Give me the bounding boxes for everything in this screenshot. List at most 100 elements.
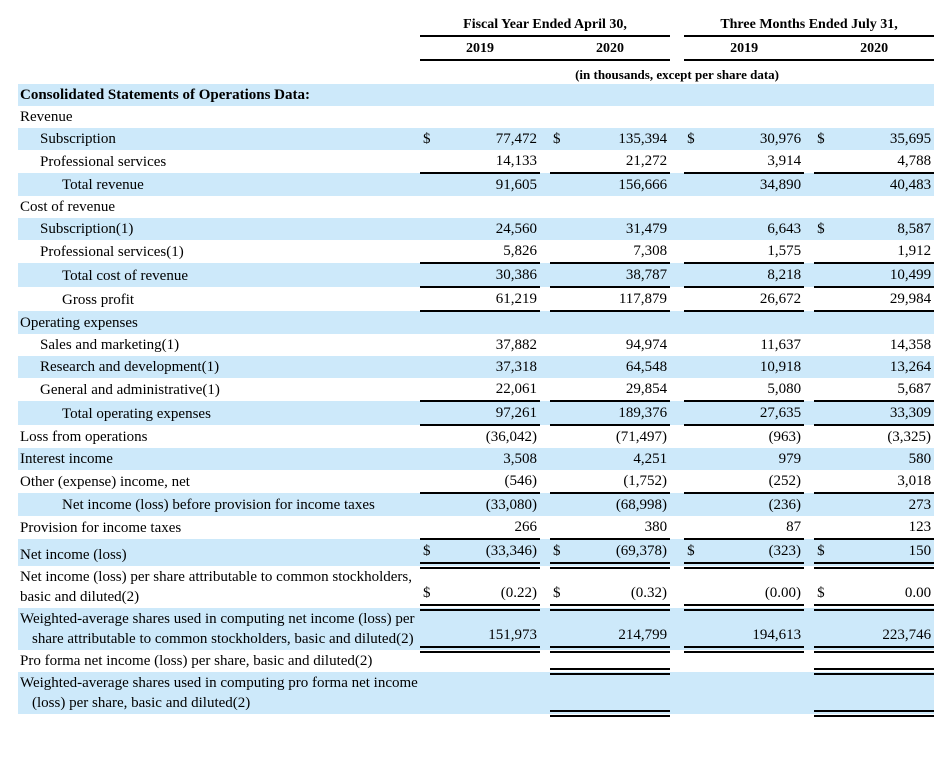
currency-symbol [550, 516, 574, 540]
column-gap [670, 334, 684, 356]
column-gap [804, 470, 814, 493]
column-gap [670, 150, 684, 173]
currency-symbol [814, 356, 839, 378]
cell-value: (546) [444, 470, 540, 494]
cell-value: (236) [708, 493, 805, 516]
currency-symbol [550, 671, 574, 717]
table-row: Operating expenses [18, 311, 935, 334]
row-label: Interest income [18, 448, 420, 470]
currency-symbol [420, 150, 444, 174]
row-label: Professional services [40, 154, 167, 170]
currency-symbol: $ [420, 539, 444, 569]
row-label: Cost of revenue [20, 199, 115, 215]
cell-value: (3,325) [887, 429, 932, 445]
column-gap [670, 263, 685, 287]
table-row: Net income (loss) $ (33,346) $ (69,378) $ (323… [18, 539, 935, 569]
table-row: Revenue [18, 106, 934, 128]
period-header-fiscal-year: Fiscal Year Ended April 30, [420, 10, 671, 37]
currency-symbol [684, 378, 709, 402]
currency-symbol [814, 287, 839, 312]
column-gap [540, 356, 550, 378]
column-gap [804, 378, 814, 401]
cell-value: 14,133 [444, 150, 540, 174]
currency-symbol [684, 493, 709, 516]
currency-symbol [420, 493, 444, 516]
cell-value: 27,635 [708, 401, 805, 426]
column-gap [540, 36, 550, 61]
cell-value: 4,251 [574, 448, 671, 470]
currency-symbol [550, 240, 574, 264]
cell-value [444, 671, 540, 714]
cell-value: (0.22) [444, 565, 540, 611]
currency-symbol: $ [684, 128, 709, 150]
table-row: Cost of revenue [18, 196, 934, 218]
currency-symbol [684, 607, 709, 653]
column-gap [540, 650, 550, 672]
cell-value: 0.00 [838, 565, 935, 611]
cell-value: 77,472 [444, 128, 540, 150]
currency-symbol [550, 607, 574, 653]
currency-symbol [550, 334, 574, 356]
cell-value: 14,358 [889, 337, 932, 353]
cell-value: 30,386 [444, 263, 540, 288]
column-gap [670, 566, 684, 608]
table-row: Total operating expenses 97,261 189,376 27,… [18, 401, 935, 426]
row-label: Provision for income taxes [20, 520, 182, 536]
currency-symbol [814, 448, 839, 470]
cell-value: (1,752) [574, 470, 671, 494]
currency-symbol [420, 448, 444, 470]
cell-value: 3,914 [708, 150, 805, 174]
currency-symbol: $ [684, 539, 709, 569]
column-gap [540, 334, 550, 356]
cell-value: 37,318 [444, 356, 540, 378]
column-gap [540, 378, 550, 401]
column-gap [670, 356, 685, 378]
currency-symbol: $ [420, 128, 444, 150]
column-gap [670, 650, 684, 672]
cell-value: 1,912 [838, 240, 935, 264]
currency-symbol [550, 263, 574, 288]
currency-symbol [684, 650, 708, 672]
currency-symbol [550, 356, 574, 378]
column-gap [540, 401, 550, 425]
currency-symbol [814, 401, 839, 426]
row-label: Professional services(1) [40, 244, 184, 260]
header-spacer [18, 36, 420, 60]
table-row: Net income (loss) per share attributable… [18, 565, 935, 611]
currency-symbol [814, 607, 839, 653]
cell-value [574, 671, 671, 717]
currency-symbol [550, 448, 574, 470]
table-row: Weighted-average shares used in computin… [18, 671, 935, 717]
cell-value: 13,264 [838, 356, 935, 378]
cell-value [708, 671, 805, 714]
row-label: Revenue [20, 109, 73, 125]
cell-value: 7,308 [574, 240, 671, 264]
row-label: Sales and marketing(1) [40, 337, 180, 353]
column-gap [670, 36, 684, 60]
currency-symbol [684, 470, 709, 494]
column-gap [804, 150, 814, 173]
cell-value: 30,976 [708, 128, 805, 150]
cell-value: (0.32) [574, 565, 671, 611]
column-gap [670, 10, 684, 36]
column-gap [670, 493, 685, 516]
currency-symbol [420, 263, 444, 288]
cell-value: 61,219 [444, 287, 540, 312]
cell-value: (33,346) [444, 539, 540, 569]
column-gap [804, 650, 814, 672]
currency-symbol [550, 378, 574, 402]
currency-symbol [420, 334, 444, 356]
table-row: Total revenue 91,605 156,666 34,890 40,483 [18, 173, 935, 196]
cell-value: (68,998) [574, 493, 671, 516]
column-gap [540, 671, 550, 714]
column-gap [540, 425, 550, 448]
cell-value: 31,479 [574, 218, 671, 240]
cell-value: 94,974 [625, 337, 668, 353]
table-row: Sales and marketing(1) 37,882 94,974 11,637… [18, 334, 934, 356]
currency-symbol [420, 378, 444, 402]
column-gap [670, 128, 685, 150]
currency-symbol [550, 150, 574, 174]
row-label: Subscription [18, 128, 420, 150]
currency-symbol [814, 334, 838, 356]
cell-value [444, 650, 540, 672]
